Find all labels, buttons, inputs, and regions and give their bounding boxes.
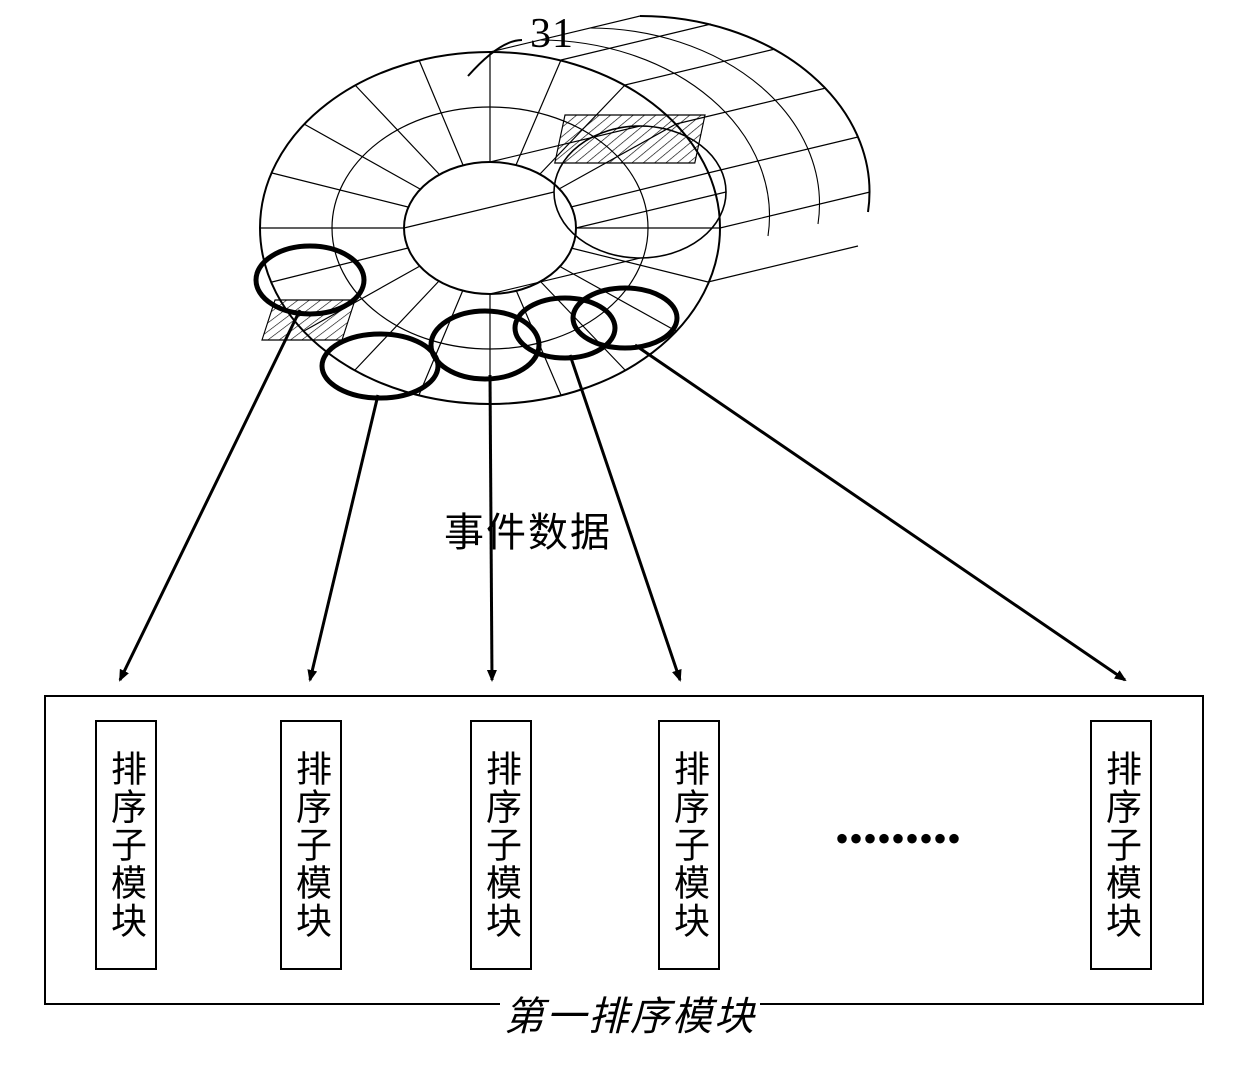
sort-submodule: 排序子模块 [280,720,342,970]
ref-number: 31 [530,10,574,58]
diagram-canvas: 31 事件数据 排序子模块 排序子模块 排序子模块 排序子模块 排序子模块 ••… [0,0,1240,1067]
event-data-label: 事件数据 [444,500,612,558]
sort-submodule: 排序子模块 [1090,720,1152,970]
first-sort-module [44,695,1204,1005]
sort-submodule: 排序子模块 [95,720,157,970]
sort-submodule: 排序子模块 [658,720,720,970]
ref-leader [468,40,522,76]
arrows [120,310,1125,680]
detector-cylinder [260,16,870,404]
first-sort-module-label: 第一排序模块 [500,984,760,1042]
sort-submodule: 排序子模块 [470,720,532,970]
submodule-ellipsis: ••••••••• [835,815,961,862]
hatched-patches [262,115,705,340]
event-clusters [256,246,677,398]
